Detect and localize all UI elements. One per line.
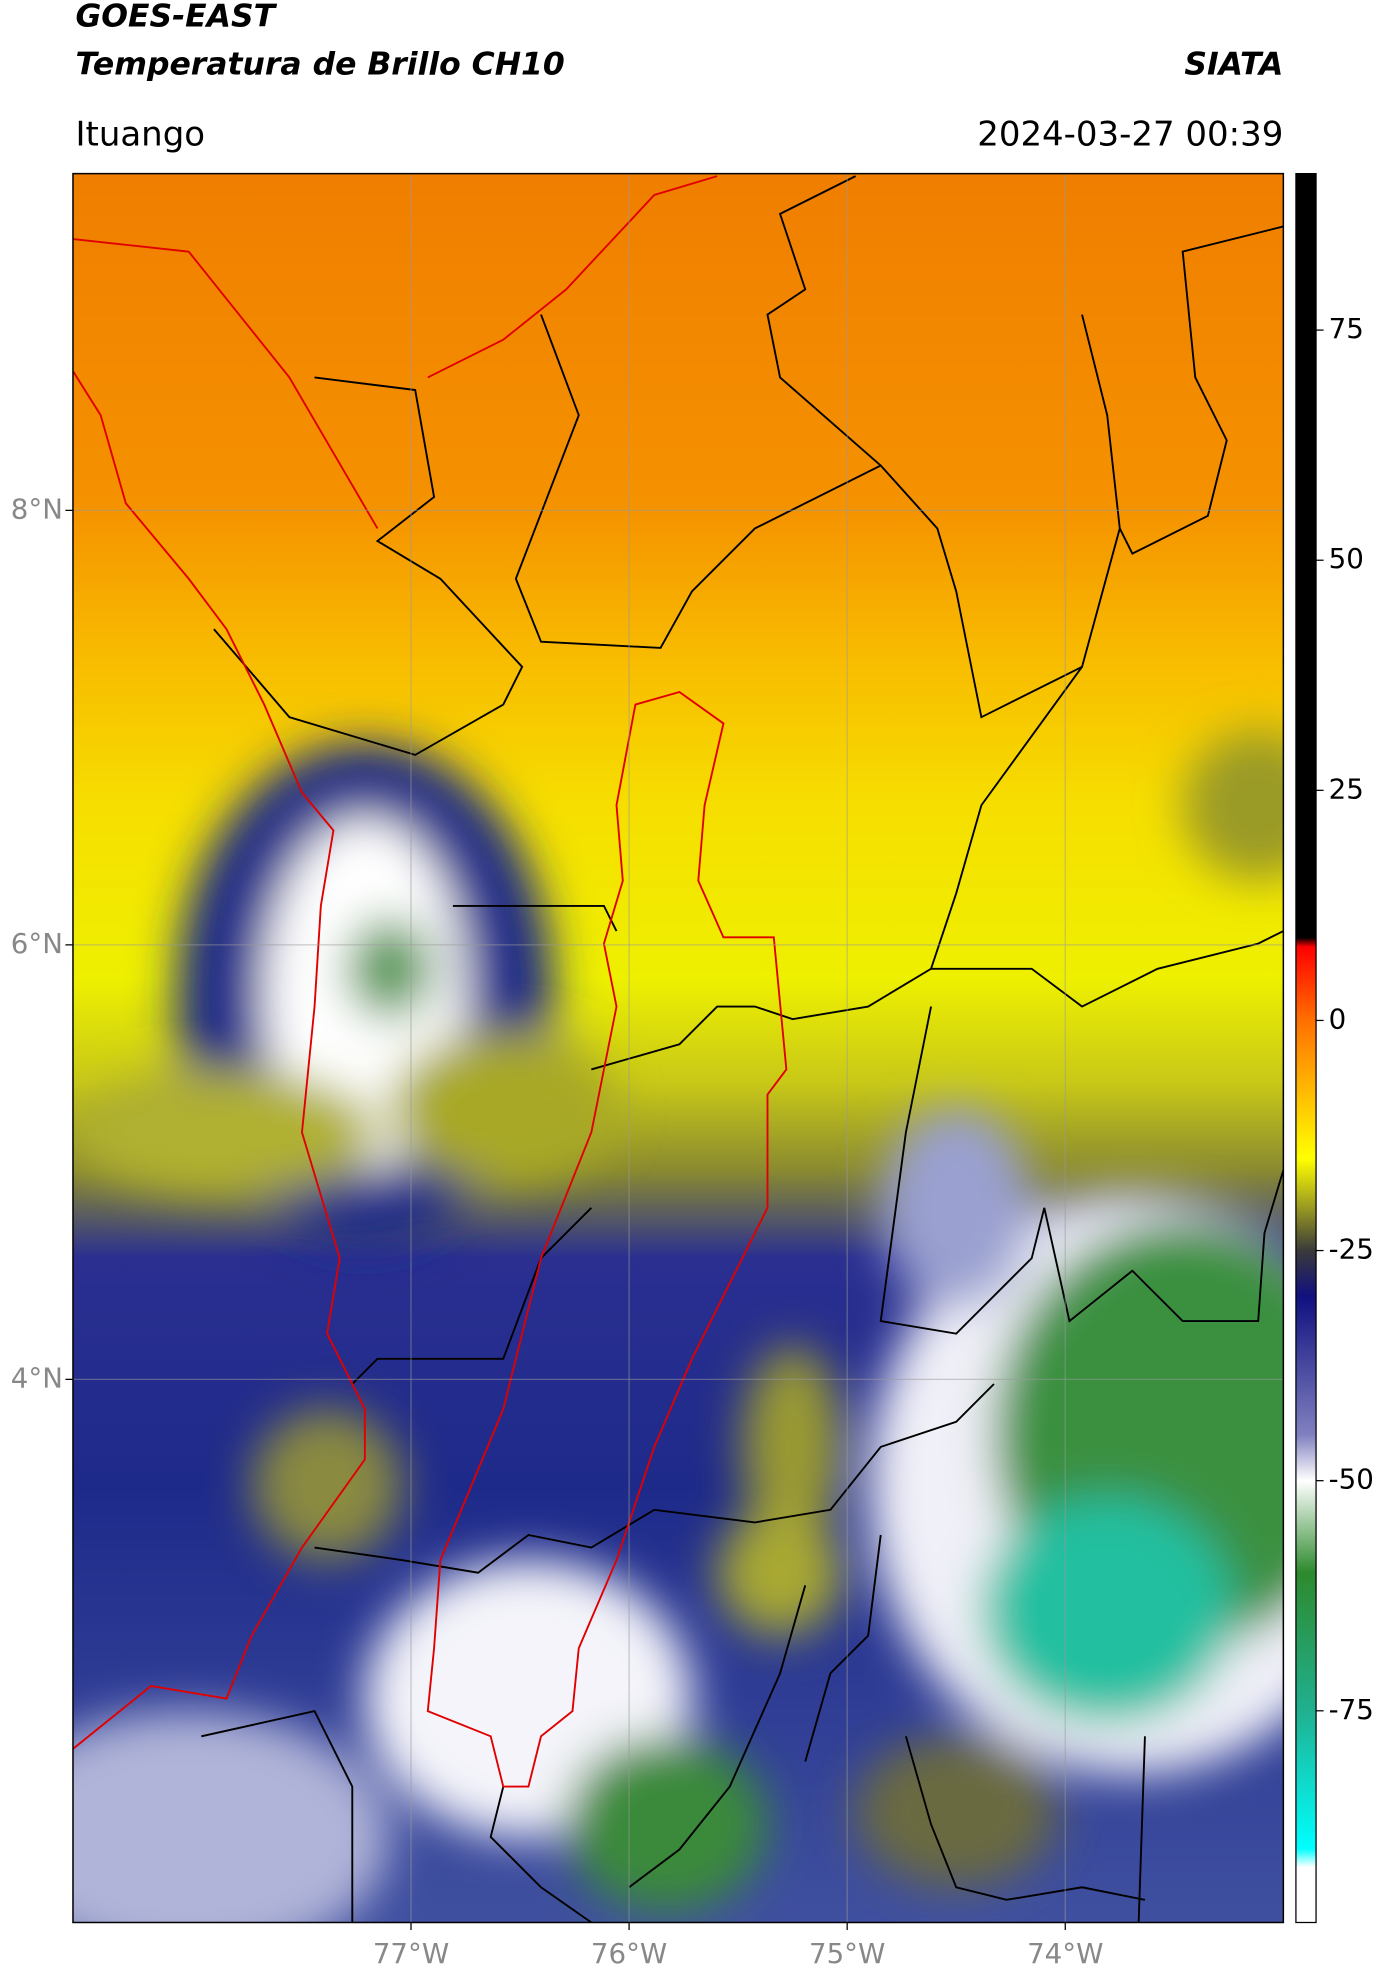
map-image: [72, 173, 1284, 1923]
border: [1118, 225, 1284, 555]
location: Ituango: [75, 114, 205, 154]
x-tick-label: 75°W: [809, 1937, 885, 1970]
border: [804, 1534, 882, 1762]
admin-borders: [201, 175, 1284, 1923]
colorbar-tick-label: 25: [1329, 772, 1364, 805]
y-tick-label: 6°N: [11, 927, 63, 960]
x-tick-label: 77°W: [373, 1937, 449, 1970]
x-tick-label: 74°W: [1027, 1937, 1103, 1970]
cloud-field: [72, 729, 1284, 1923]
cloud: [566, 1736, 768, 1913]
border: [1137, 1736, 1146, 1923]
y-tick-label: 4°N: [11, 1361, 63, 1394]
border: [591, 666, 1083, 1071]
cloud: [251, 1409, 403, 1561]
y-tick-label: 8°N: [11, 492, 63, 525]
coastline: [72, 370, 366, 1750]
border: [213, 376, 524, 756]
colorbar: [1295, 172, 1317, 1924]
map-frame: [72, 172, 1285, 1924]
border: [904, 1736, 1146, 1901]
basin-outline: [426, 690, 788, 1788]
colorbar-tick-label: -75: [1329, 1693, 1374, 1726]
cloud: [75, 1069, 378, 1196]
colorbar-tick-label: 0: [1329, 1002, 1347, 1035]
colorbar-tick-label: -50: [1329, 1463, 1374, 1496]
coastline: [72, 238, 379, 529]
source: SIATA: [1184, 46, 1283, 82]
border: [489, 1786, 592, 1923]
border: [351, 1207, 593, 1385]
datetime: 2024-03-27 00:39: [977, 114, 1283, 154]
colorbar-tick-label: -25: [1329, 1233, 1374, 1266]
cloud: [346, 918, 435, 1020]
border: [766, 175, 882, 467]
subtitle: Temperatura de Brillo CH10: [75, 46, 564, 82]
coastline: [427, 175, 718, 379]
colorbar-tick-label: 75: [1329, 312, 1364, 345]
x-tick-label: 76°W: [591, 1937, 667, 1970]
cloud: [742, 1346, 843, 1548]
cloud: [390, 1031, 617, 1183]
border: [201, 1710, 354, 1923]
border: [314, 1383, 995, 1574]
cloud: [981, 1497, 1234, 1724]
cloud: [717, 1509, 843, 1636]
border: [452, 904, 618, 932]
cloud: [1182, 729, 1284, 881]
cloud: [855, 1736, 1057, 1888]
border: [628, 1585, 807, 1889]
border: [931, 930, 1284, 1008]
colorbar-tick-label: 50: [1329, 542, 1364, 575]
coastline-and-basin: [72, 175, 788, 1788]
border: [879, 1006, 1284, 1335]
graticule: [72, 173, 1284, 1923]
cloud: [72, 1711, 390, 1923]
title: GOES-EAST: [75, 0, 277, 35]
cloud: [880, 1107, 1032, 1309]
